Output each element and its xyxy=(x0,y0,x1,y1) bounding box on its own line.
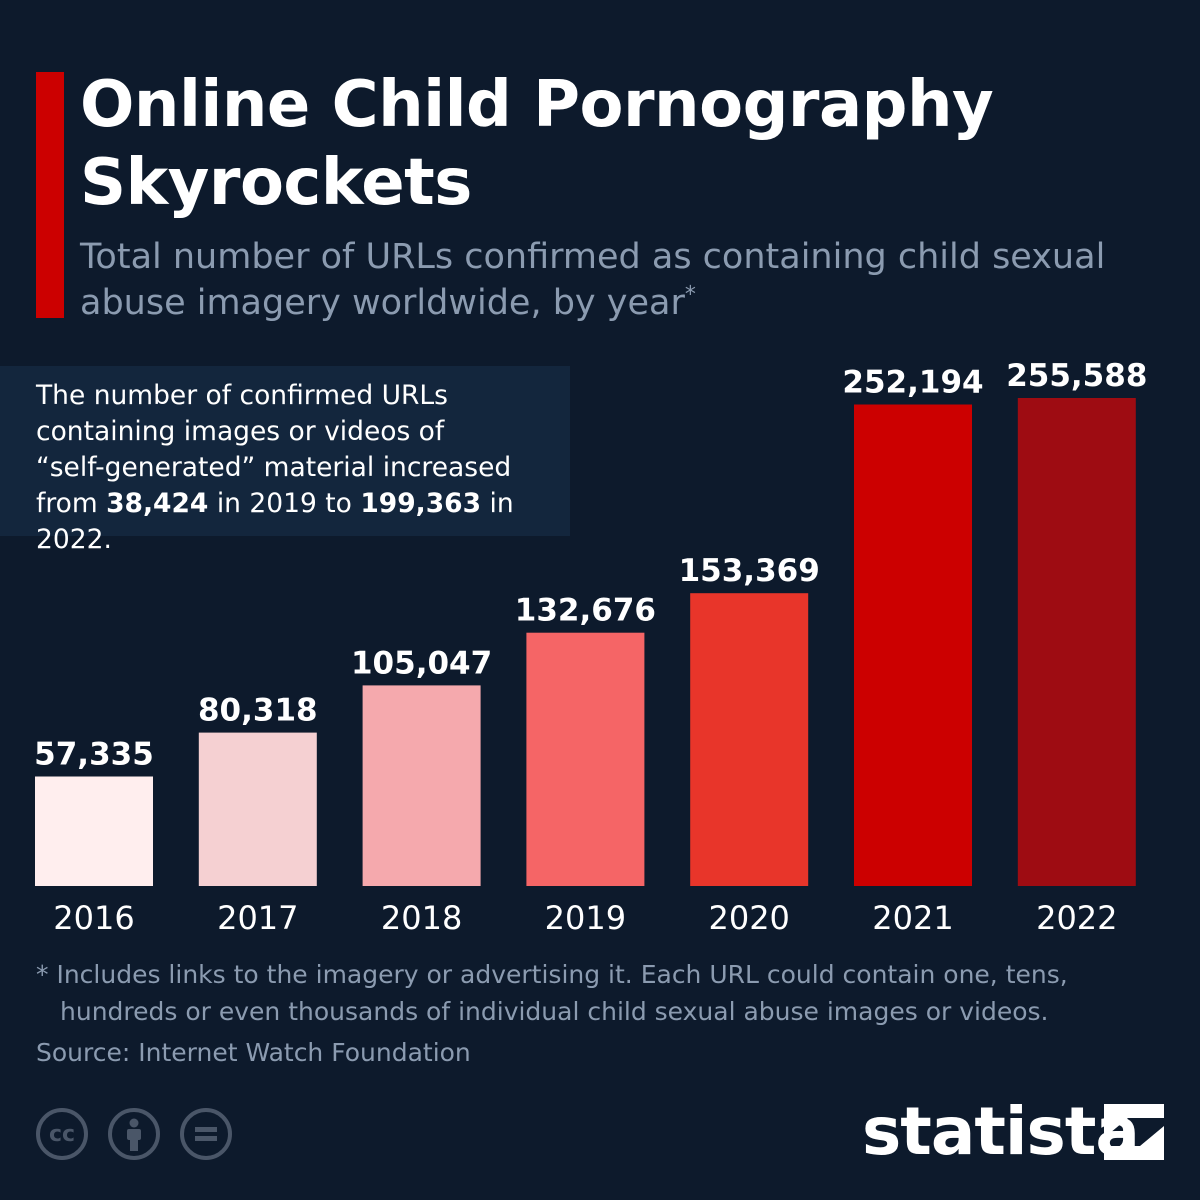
x-tick-label-2022: 2022 xyxy=(1036,899,1117,937)
chart-subtitle: Total number of URLs confirmed as contai… xyxy=(80,234,1160,326)
value-label-2022: 255,588 xyxy=(1006,358,1147,394)
footnote: * Includes links to the imagery or adver… xyxy=(36,956,1176,1030)
callout-line-2: containing images or videos of xyxy=(36,416,445,447)
x-tick-label-2016: 2016 xyxy=(53,899,134,937)
callout-line-4: from 38,424 in 2019 to 199,363 in 2022. xyxy=(36,486,570,558)
statista-logo-text[interactable]: statista xyxy=(862,1093,1140,1170)
page-title: Online Child Pornography Skyrockets xyxy=(80,68,994,220)
bar-2021 xyxy=(854,404,972,886)
callout-in-2019: in 2019 to xyxy=(216,488,352,519)
callout-box: The number of confirmed URLs containing … xyxy=(0,366,570,555)
callout-in-2022: in 2022. xyxy=(36,488,514,555)
value-label-2019: 132,676 xyxy=(515,593,656,629)
footnote-line-1: * Includes links to the imagery or adver… xyxy=(36,960,1068,989)
x-tick-label-2020: 2020 xyxy=(708,899,789,937)
creative-commons-icon[interactable]: cc xyxy=(36,1108,88,1160)
x-tick-label-2017: 2017 xyxy=(217,899,298,937)
callout-line-1: The number of confirmed URLs xyxy=(36,380,448,411)
x-tick-label-2018: 2018 xyxy=(381,899,462,937)
no-derivatives-icon[interactable] xyxy=(180,1108,232,1160)
bar-2016 xyxy=(35,776,153,886)
bar-2019 xyxy=(526,632,645,886)
callout-line-3: “self-generated” material increased xyxy=(36,452,512,483)
bar-2018 xyxy=(362,685,481,886)
x-tick-label-2019: 2019 xyxy=(545,899,626,937)
callout-value-2019: 38,424 xyxy=(106,488,209,519)
bar-2017 xyxy=(198,732,317,886)
value-label-2017: 80,318 xyxy=(198,693,318,729)
bar-2022 xyxy=(1017,398,1136,886)
statista-logo-icon[interactable] xyxy=(1104,1104,1164,1160)
subtitle-text: Total number of URLs confirmed as contai… xyxy=(80,237,1106,323)
value-label-2020: 153,369 xyxy=(679,553,820,589)
callout-from: from xyxy=(36,488,98,519)
value-label-2021: 252,194 xyxy=(842,365,983,401)
bar-chart: 57,335 2016 80,318 2017 105,047 2018 132,676 20… xyxy=(34,358,1147,937)
footnote-line-2: hundreds or even thousands of individual… xyxy=(60,997,1049,1026)
source-note: Source: Internet Watch Foundation xyxy=(36,1038,471,1067)
x-tick-label-2021: 2021 xyxy=(872,899,953,937)
bar-2020 xyxy=(690,593,809,886)
value-label-2016: 57,335 xyxy=(34,737,154,773)
accent-bar xyxy=(36,72,64,318)
attribution-icon[interactable] xyxy=(108,1108,160,1160)
callout-value-2022: 199,363 xyxy=(360,488,482,519)
subtitle-asterisk: * xyxy=(684,282,696,308)
value-label-2018: 105,047 xyxy=(351,645,492,681)
